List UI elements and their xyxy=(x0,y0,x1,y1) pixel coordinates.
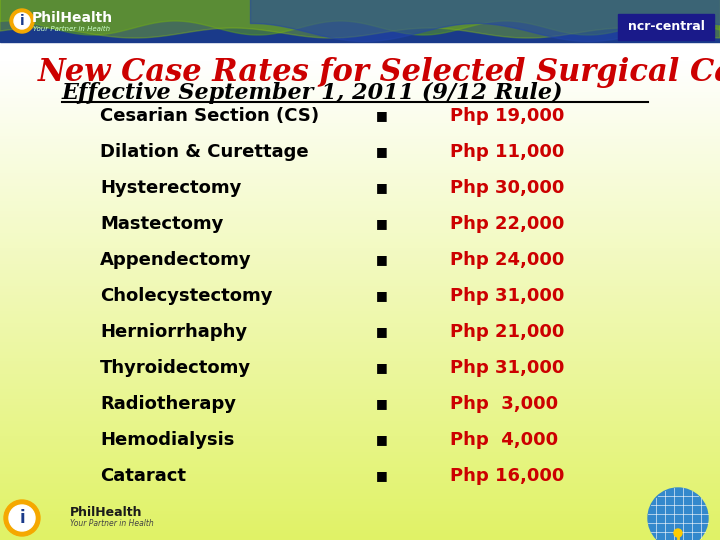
Text: Your Partner in Health: Your Partner in Health xyxy=(33,26,111,32)
Circle shape xyxy=(14,13,30,29)
Text: Php  4,000: Php 4,000 xyxy=(450,431,558,449)
Text: New Case Rates for Selected Surgical Cases:: New Case Rates for Selected Surgical Cas… xyxy=(38,57,720,87)
Text: Php 22,000: Php 22,000 xyxy=(450,215,564,233)
Text: i: i xyxy=(19,509,24,527)
Circle shape xyxy=(674,529,682,537)
Text: PhilHealth: PhilHealth xyxy=(32,11,112,25)
Circle shape xyxy=(4,500,40,536)
Text: Php 30,000: Php 30,000 xyxy=(450,179,564,197)
Text: ■: ■ xyxy=(376,253,388,267)
Text: ■: ■ xyxy=(376,218,388,231)
Text: ■: ■ xyxy=(376,397,388,410)
Circle shape xyxy=(10,9,34,33)
Text: Cesarian Section (CS): Cesarian Section (CS) xyxy=(100,107,319,125)
Text: ■: ■ xyxy=(376,181,388,194)
Text: ■: ■ xyxy=(376,110,388,123)
Text: ■: ■ xyxy=(376,289,388,302)
Bar xyxy=(0,0,720,42)
Text: Thyroidectomy: Thyroidectomy xyxy=(100,359,251,377)
Text: i: i xyxy=(19,14,24,28)
Text: ■: ■ xyxy=(376,434,388,447)
Circle shape xyxy=(648,488,708,540)
Text: Cataract: Cataract xyxy=(100,467,186,485)
Text: PhilHealth: PhilHealth xyxy=(70,507,143,519)
Text: Hemodialysis: Hemodialysis xyxy=(100,431,235,449)
Text: Cholecystectomy: Cholecystectomy xyxy=(100,287,272,305)
Text: Appendectomy: Appendectomy xyxy=(100,251,251,269)
Text: ■: ■ xyxy=(376,145,388,159)
Text: Dilation & Curettage: Dilation & Curettage xyxy=(100,143,309,161)
Text: Php 24,000: Php 24,000 xyxy=(450,251,564,269)
Text: ncr-central: ncr-central xyxy=(628,21,704,33)
Text: Your Partner in Health: Your Partner in Health xyxy=(70,518,154,528)
Text: Php 21,000: Php 21,000 xyxy=(450,323,564,341)
Bar xyxy=(618,14,714,40)
Text: Hysterectomy: Hysterectomy xyxy=(100,179,241,197)
Text: Herniorrhaphy: Herniorrhaphy xyxy=(100,323,247,341)
Text: Php 19,000: Php 19,000 xyxy=(450,107,564,125)
Text: Radiotherapy: Radiotherapy xyxy=(100,395,236,413)
Text: Mastectomy: Mastectomy xyxy=(100,215,223,233)
Text: Php  3,000: Php 3,000 xyxy=(450,395,558,413)
Text: Php 16,000: Php 16,000 xyxy=(450,467,564,485)
Text: Php 31,000: Php 31,000 xyxy=(450,287,564,305)
Text: ■: ■ xyxy=(376,361,388,375)
Text: ■: ■ xyxy=(376,326,388,339)
Text: Php 11,000: Php 11,000 xyxy=(450,143,564,161)
Bar xyxy=(0,0,720,60)
Text: Effective September 1, 2011 (9/12 Rule): Effective September 1, 2011 (9/12 Rule) xyxy=(62,82,564,104)
Text: ■: ■ xyxy=(376,469,388,483)
Circle shape xyxy=(9,505,35,531)
Text: Php 31,000: Php 31,000 xyxy=(450,359,564,377)
